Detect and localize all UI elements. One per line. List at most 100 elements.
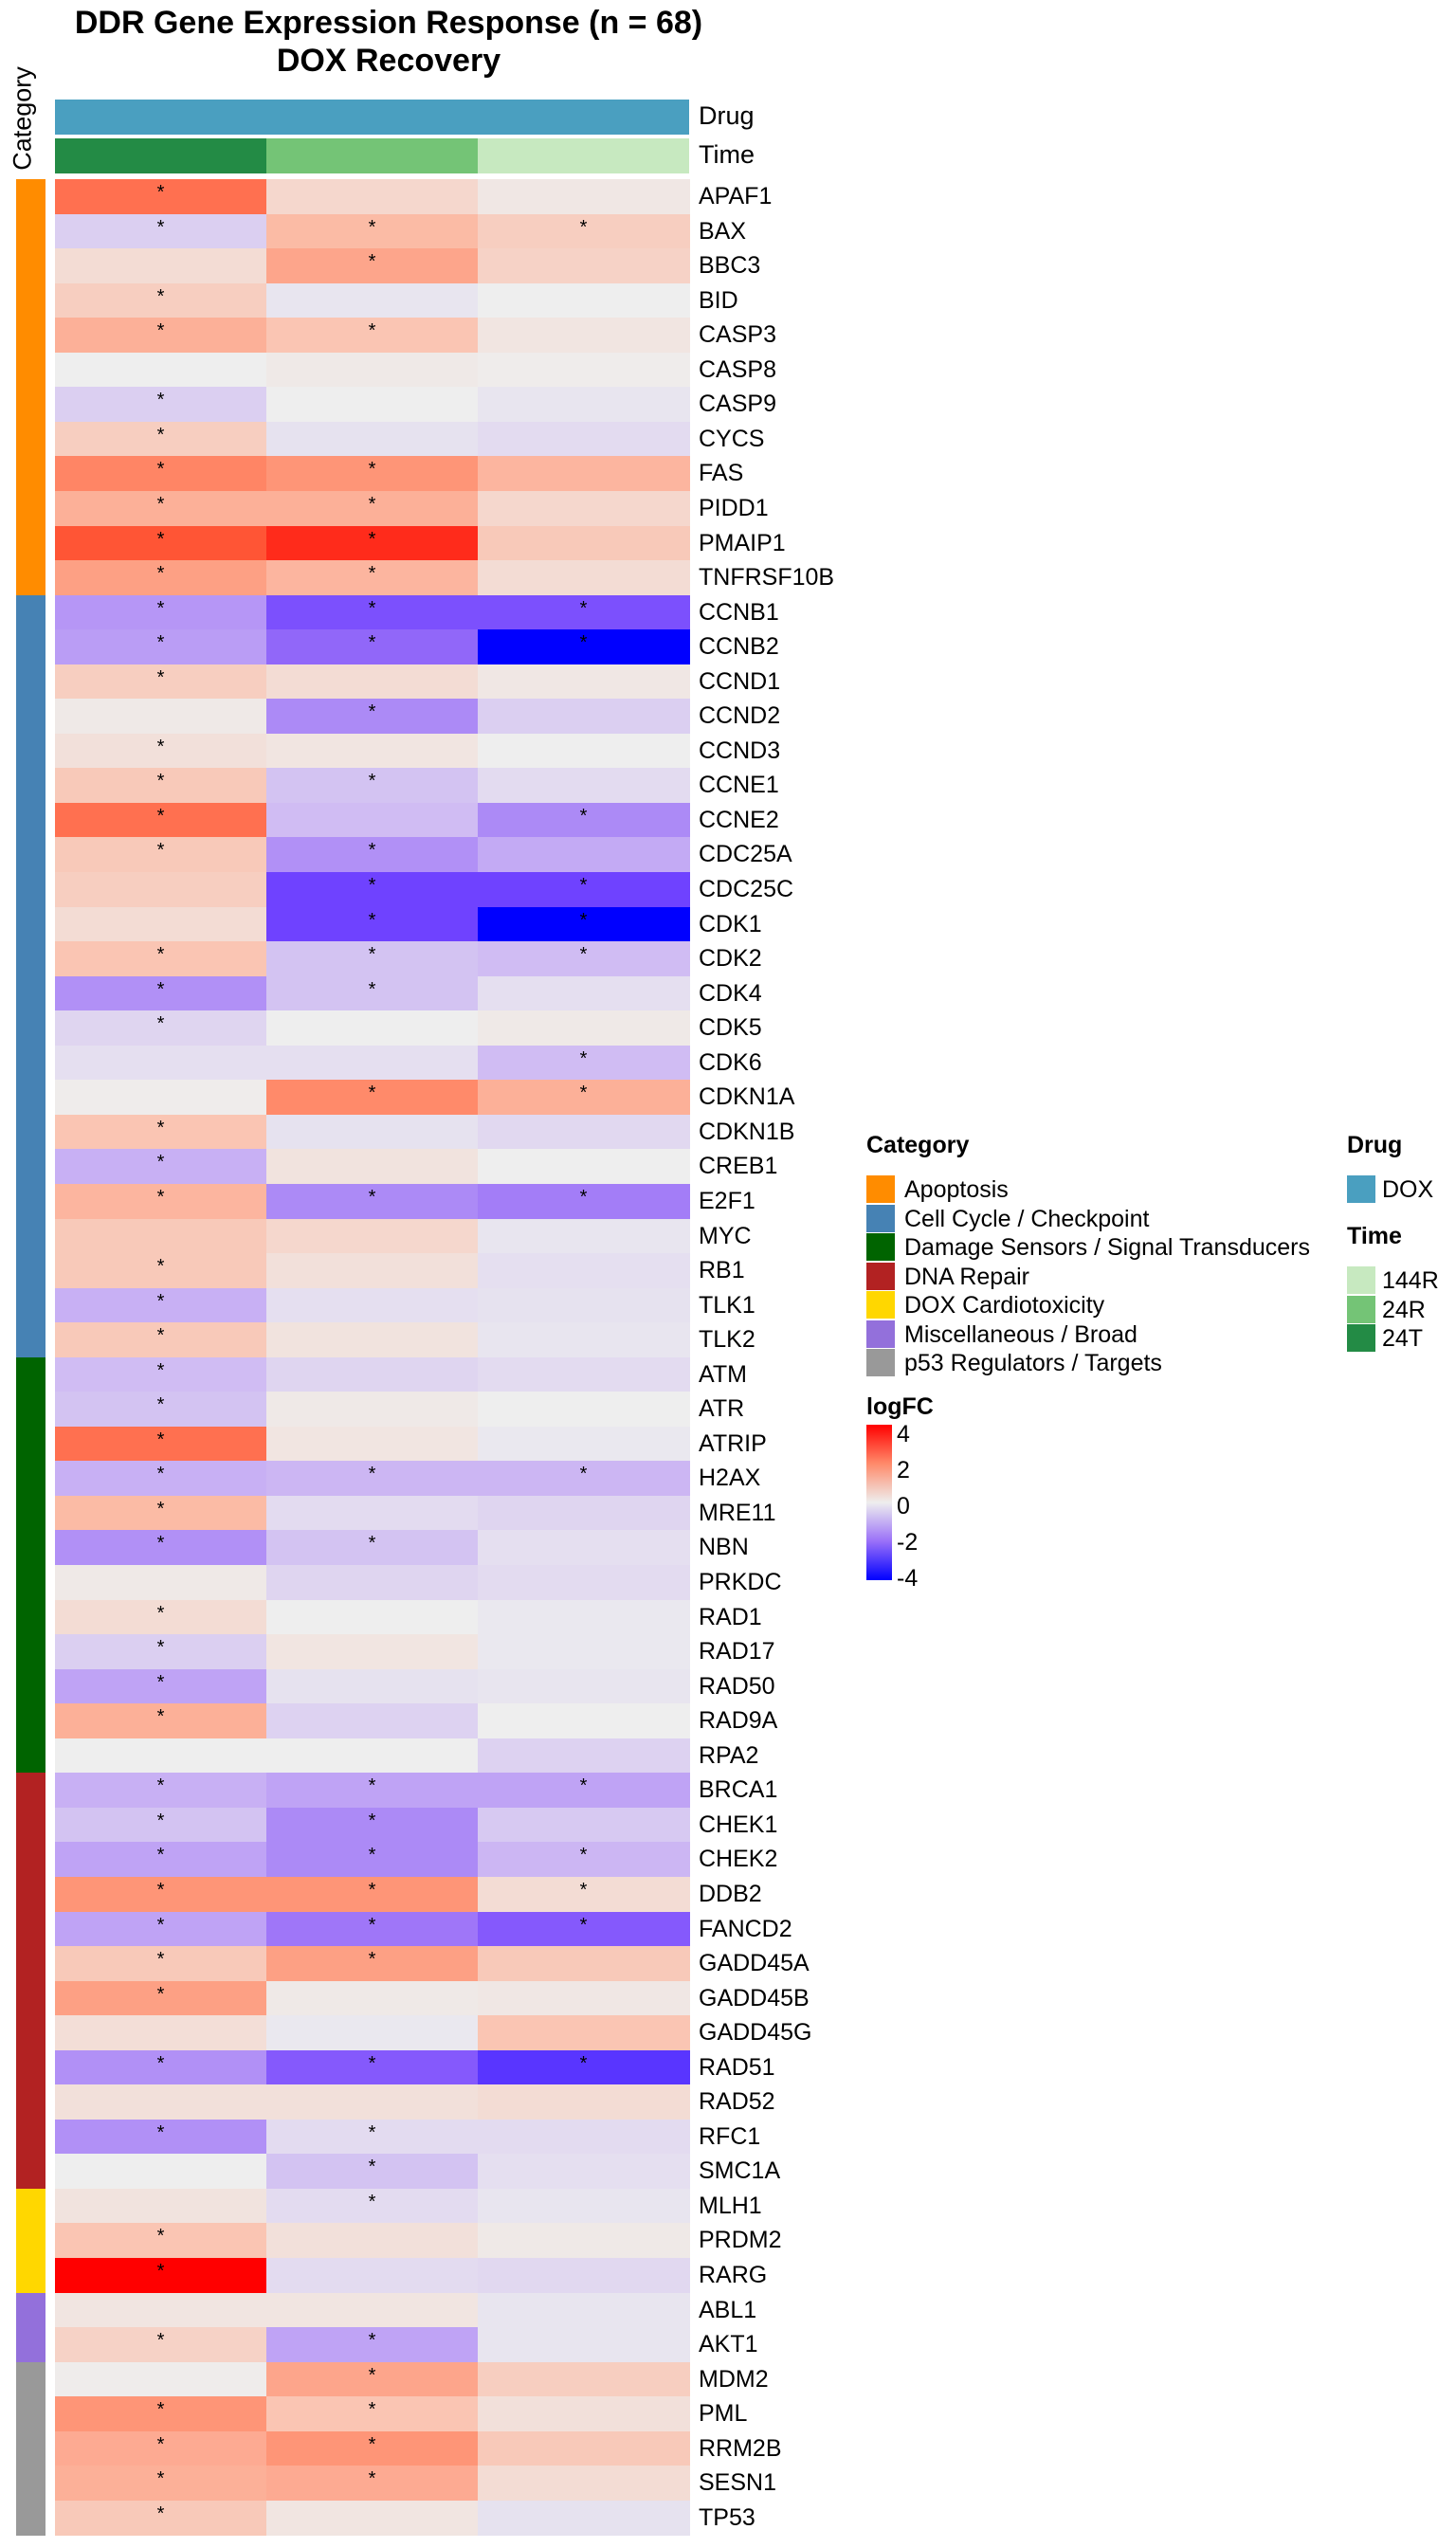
heatmap-cell bbox=[478, 2396, 690, 2432]
heatmap-cell: * bbox=[55, 1946, 267, 1982]
heatmap-cell bbox=[55, 248, 267, 284]
time-annotation-cell-24T bbox=[55, 138, 266, 173]
significance-marker: * bbox=[368, 632, 376, 654]
gene-label: CDC25C bbox=[699, 876, 794, 902]
category-legend-label: Cell Cycle / Checkpoint bbox=[904, 1205, 1150, 1232]
heatmap-cell bbox=[478, 1807, 690, 1843]
category-bar-segment bbox=[16, 1392, 46, 1428]
gene-label: TP53 bbox=[699, 2503, 755, 2531]
category-bar-segment bbox=[16, 1287, 46, 1323]
significance-marker: * bbox=[368, 1083, 376, 1104]
heatmap-cell bbox=[266, 1045, 479, 1081]
significance-marker: * bbox=[156, 1706, 165, 1728]
category-bar-segment bbox=[16, 1183, 46, 1220]
gene-label: FANCD2 bbox=[699, 1915, 792, 1942]
heatmap-cell bbox=[266, 421, 479, 457]
heatmap-cell bbox=[266, 1565, 479, 1601]
gene-label: MLH1 bbox=[699, 2192, 762, 2219]
significance-marker: * bbox=[579, 805, 588, 827]
heatmap-cell bbox=[55, 1080, 267, 1116]
heatmap-cell: * bbox=[55, 2049, 267, 2085]
gene-label: DDB2 bbox=[699, 1880, 762, 1907]
gene-label: CCNB2 bbox=[699, 633, 779, 661]
heatmap-cell bbox=[478, 699, 690, 735]
category-bar-segment bbox=[16, 2361, 46, 2397]
heatmap-cell bbox=[55, 2292, 267, 2328]
heatmap-cell: * bbox=[266, 699, 479, 735]
drug-annotation-label: Drug bbox=[699, 101, 755, 130]
logfc-color-bar bbox=[866, 1425, 892, 1580]
gene-label: RARG bbox=[699, 2262, 768, 2288]
category-bar-segment bbox=[16, 1010, 46, 1046]
heatmap-cell: * bbox=[55, 1495, 267, 1532]
gene-label: RAD52 bbox=[699, 2088, 775, 2116]
significance-marker: * bbox=[156, 1359, 165, 1381]
heatmap-cell: * bbox=[478, 941, 690, 977]
category-bar-segment bbox=[16, 768, 46, 804]
significance-marker: * bbox=[156, 459, 165, 481]
gene-label: CASP3 bbox=[699, 321, 776, 349]
category-bar-segment bbox=[16, 456, 46, 492]
heatmap-cell bbox=[478, 1530, 690, 1566]
gene-label: GADD45G bbox=[699, 2019, 812, 2047]
heatmap-cell: * bbox=[55, 802, 267, 839]
significance-marker: * bbox=[156, 1845, 165, 1866]
gene-label: MYC bbox=[699, 1222, 752, 1249]
heatmap-cell: * bbox=[266, 1911, 479, 1947]
heatmap-cell: * bbox=[55, 768, 267, 804]
significance-marker: * bbox=[156, 1394, 165, 1416]
heatmap-cell bbox=[266, 1356, 479, 1392]
heatmap-cell: * bbox=[266, 2430, 479, 2466]
category-bar-segment bbox=[16, 1045, 46, 1081]
category-bar-segment bbox=[16, 802, 46, 839]
heatmap-cell bbox=[478, 733, 690, 769]
heatmap-cell: * bbox=[266, 2188, 479, 2225]
heatmap-cell bbox=[55, 872, 267, 908]
heatmap-cell bbox=[55, 906, 267, 942]
heatmap-cell bbox=[478, 1253, 690, 1289]
heatmap-cell bbox=[478, 1703, 690, 1739]
significance-marker: * bbox=[579, 944, 588, 966]
heatmap-cell: * bbox=[55, 1287, 267, 1323]
category-bar-segment bbox=[16, 1356, 46, 1392]
heatmap-cell bbox=[55, 2084, 267, 2120]
heatmap-cell: * bbox=[55, 594, 267, 630]
heatmap-cell: * bbox=[266, 941, 479, 977]
category-legend-swatch bbox=[866, 1175, 895, 1203]
heatmap-cell bbox=[478, 1946, 690, 1982]
significance-marker: * bbox=[156, 285, 165, 307]
significance-marker: * bbox=[368, 459, 376, 481]
heatmap-cell: * bbox=[266, 248, 479, 284]
category-bar-segment bbox=[16, 906, 46, 942]
heatmap-cell: * bbox=[266, 1773, 479, 1809]
gene-label: ATM bbox=[699, 1360, 747, 1388]
significance-marker: * bbox=[368, 2121, 376, 2143]
significance-marker: * bbox=[579, 1879, 588, 1901]
heatmap-cell bbox=[478, 1149, 690, 1185]
category-bar-segment bbox=[16, 179, 46, 215]
significance-marker: * bbox=[368, 2191, 376, 2212]
significance-marker: * bbox=[368, 563, 376, 585]
heatmap-cell bbox=[478, 560, 690, 596]
category-bar-segment bbox=[16, 1114, 46, 1150]
gene-label: PMAIP1 bbox=[699, 529, 786, 556]
significance-marker: * bbox=[579, 1464, 588, 1485]
heatmap-cell: * bbox=[55, 1392, 267, 1428]
significance-marker: * bbox=[368, 944, 376, 966]
significance-marker: * bbox=[368, 597, 376, 619]
heatmap-cell bbox=[266, 1218, 479, 1254]
category-bar-segment bbox=[16, 2292, 46, 2328]
significance-marker: * bbox=[156, 2502, 165, 2524]
category-bar-segment bbox=[16, 1703, 46, 1739]
heatmap-cell: * bbox=[266, 594, 479, 630]
category-bar-segment bbox=[16, 2396, 46, 2432]
category-bar-segment bbox=[16, 1461, 46, 1497]
heatmap-cell: * bbox=[55, 1253, 267, 1289]
heatmap-cell: * bbox=[55, 837, 267, 873]
significance-marker: * bbox=[579, 909, 588, 931]
heatmap-cell bbox=[478, 1738, 690, 1774]
heatmap-cell bbox=[266, 802, 479, 839]
heatmap-cell: * bbox=[266, 318, 479, 354]
heatmap-cell bbox=[55, 1565, 267, 1601]
gene-label: PIDD1 bbox=[699, 494, 769, 521]
